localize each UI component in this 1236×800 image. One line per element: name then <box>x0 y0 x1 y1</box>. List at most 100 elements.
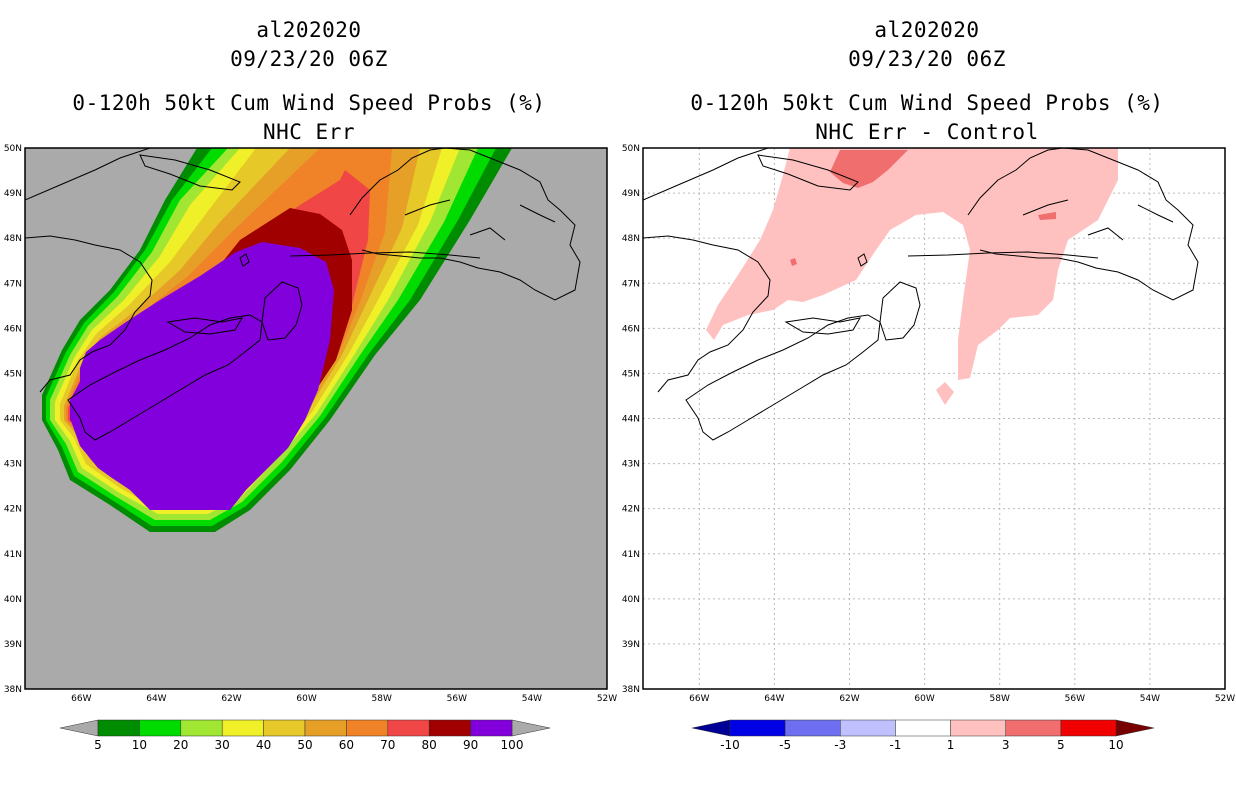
left-lon-label: 66W <box>71 694 91 704</box>
right-lon-label: 66W <box>689 694 709 704</box>
right-colorbar-high-arrow <box>1115 719 1155 737</box>
right-lon-labels: 66W 64W 62W 60W 58W 56W 54W 52W <box>689 694 1235 704</box>
right-lat-label: 48N <box>622 234 640 244</box>
right-coast-gaspe-nb <box>643 235 771 393</box>
right-colorbar-label: -5 <box>779 738 791 752</box>
right-subtitle: NHC Err - Control <box>815 120 1039 144</box>
left-colorbar: 5 10 20 30 40 50 60 70 80 90 100 <box>59 719 551 752</box>
right-lon-label: 54W <box>1140 694 1160 704</box>
right-colorbar-segment <box>784 719 841 737</box>
left-lat-labels: 50N 49N 48N 47N 46N 45N 44N 43N 42N 41N 40N 39N 38N <box>4 144 22 695</box>
right-colorbar-segment <box>950 719 1006 737</box>
left-nova-scotia <box>67 314 263 441</box>
left-newfoundland <box>349 148 581 301</box>
left-lat-label: 48N <box>4 234 22 244</box>
left-colorbar-segment <box>304 719 347 737</box>
right-colorbar-low-arrow <box>691 719 731 737</box>
right-lon-label: 58W <box>990 694 1010 704</box>
right-product-title: 0-120h 50kt Cum Wind Speed Probs (%) <box>690 91 1164 115</box>
left-colorbar-label: 100 <box>501 738 524 752</box>
right-lat-label: 43N <box>622 460 640 470</box>
left-colorbar-label: 40 <box>256 738 271 752</box>
left-coast-gaspe-nb <box>25 235 153 393</box>
right-nova-scotia <box>685 314 881 441</box>
left-lat-label: 47N <box>4 279 22 289</box>
left-colorbar-label: 5 <box>94 738 102 752</box>
left-colorbar-segment <box>139 719 182 737</box>
left-colorbar-segment <box>97 719 140 737</box>
left-lon-label: 60W <box>296 694 316 704</box>
left-panel: al202020 09/23/20 06Z 0-120h 50kt Cum Wi… <box>4 18 617 752</box>
right-lat-label: 47N <box>622 279 640 289</box>
left-lat-label: 41N <box>4 550 22 560</box>
right-lat-label: 46N <box>622 324 640 334</box>
right-datetime: 09/23/20 06Z <box>848 47 1006 71</box>
diff-band-3-5-east <box>1038 212 1056 220</box>
left-colorbar-label: 20 <box>173 738 188 752</box>
left-lon-label: 64W <box>146 694 166 704</box>
left-cape-breton <box>261 281 303 341</box>
left-lon-label: 62W <box>221 694 241 704</box>
right-lat-label: 49N <box>622 189 640 199</box>
left-lon-label: 52W <box>597 694 617 704</box>
left-lon-label: 56W <box>447 694 467 704</box>
right-lat-label: 45N <box>622 369 640 379</box>
left-product-title: 0-120h 50kt Cum Wind Speed Probs (%) <box>72 91 546 115</box>
left-lat-label: 45N <box>4 369 22 379</box>
right-lat-label: 44N <box>622 415 640 425</box>
right-colorbar-segment <box>1060 719 1117 737</box>
right-lat-label: 40N <box>622 595 640 605</box>
left-colorbar-label: 10 <box>132 738 147 752</box>
left-colorbar-low-arrow <box>59 719 99 737</box>
left-colorbar-segment <box>221 719 264 737</box>
left-colorbar-label: 70 <box>380 738 395 752</box>
right-magdalen-islands <box>857 253 868 267</box>
left-pei <box>166 317 243 335</box>
right-colorbar-label: -10 <box>720 738 740 752</box>
left-map-svg: 50N49N48N47N46N45N44N43N42N41N40N39N38N … <box>4 144 617 752</box>
right-cape-breton <box>879 281 921 341</box>
left-lat-label: 39N <box>4 640 22 650</box>
left-lon-label: 58W <box>372 694 392 704</box>
diff-band-3-5-west <box>790 258 797 266</box>
left-coastlines <box>25 148 581 441</box>
left-lat-label: 43N <box>4 460 22 470</box>
right-coastlines <box>643 148 1199 441</box>
right-lat-label: 42N <box>622 505 640 515</box>
right-lon-label: 52W <box>1215 694 1235 704</box>
right-lat-label: 39N <box>622 640 640 650</box>
right-lon-label: 56W <box>1065 694 1085 704</box>
right-colorbar-label: -1 <box>889 738 901 752</box>
left-colorbar-high-arrow <box>511 719 551 737</box>
left-colorbar-label: 30 <box>215 738 230 752</box>
left-anticosti-island <box>139 154 241 191</box>
right-colorbar-segment <box>840 719 896 737</box>
left-coast-gulf-north <box>25 148 151 201</box>
right-colorbar-label: 5 <box>1057 738 1065 752</box>
right-anticosti-island <box>757 154 859 191</box>
diff-band-1-3-islet <box>936 382 954 405</box>
left-colorbar-label: 60 <box>339 738 354 752</box>
right-quebec-labrador-border <box>907 251 1099 259</box>
left-colorbar-segment <box>263 719 306 737</box>
left-colorbar-segment <box>470 719 513 737</box>
left-lat-label: 49N <box>4 189 22 199</box>
right-lon-label: 60W <box>914 694 934 704</box>
left-colorbar-label: 50 <box>297 738 312 752</box>
right-colorbar: -10 -5 -3 -1 1 3 5 10 <box>691 719 1155 752</box>
right-lat-labels: 50N 49N 48N 47N 46N 45N 44N 43N 42N 41N 40N 39N 38N <box>622 144 640 695</box>
left-colorbar-segment <box>428 719 471 737</box>
left-colorbar-segment <box>180 719 223 737</box>
left-subtitle: NHC Err <box>262 120 355 144</box>
right-colorbar-label: 10 <box>1108 738 1123 752</box>
left-nf-bays <box>404 199 556 241</box>
left-lat-label: 50N <box>4 144 22 154</box>
right-map-frame <box>642 147 1226 690</box>
left-colorbar-segment <box>387 719 430 737</box>
right-colorbar-label: 3 <box>1002 738 1010 752</box>
right-lat-label: 50N <box>622 144 640 154</box>
diff-band-1-3 <box>706 148 1118 380</box>
left-lat-label: 44N <box>4 415 22 425</box>
left-lat-label: 42N <box>4 505 22 515</box>
left-lat-label: 46N <box>4 324 22 334</box>
